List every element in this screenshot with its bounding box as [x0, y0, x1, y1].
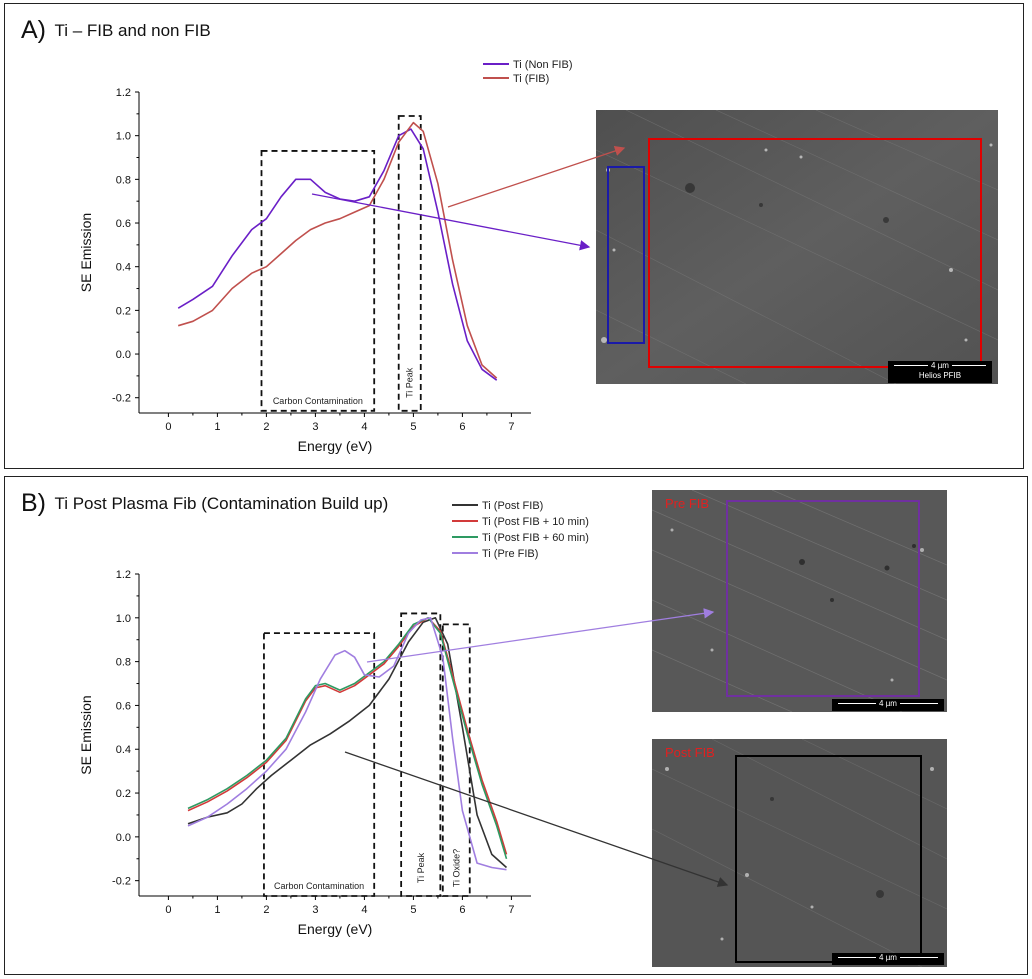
panel-a-title-text: Ti – FIB and non FIB: [54, 21, 211, 40]
sem-image-post-fib: Post FIB 4 µm: [652, 739, 947, 967]
x-tick-label: 6: [459, 421, 465, 433]
legend-entry: Ti (Non FIB): [513, 59, 573, 71]
y-tick-label: -0.2: [112, 876, 131, 888]
y-tick-label: 0.0: [116, 832, 131, 844]
pre-fib-label: Pre FIB: [665, 496, 710, 511]
x-tick-label: 7: [508, 421, 514, 433]
x-tick-label: 2: [263, 421, 269, 433]
annotation-label: Ti Oxide?: [451, 849, 461, 887]
panel-b-title: B) Ti Post Plasma Fib (Contamination Bui…: [21, 489, 388, 518]
panel-b: B) Ti Post Plasma Fib (Contamination Bui…: [4, 476, 1028, 975]
y-tick-label: 1.2: [116, 87, 131, 99]
y-tick-label: 0.2: [116, 788, 131, 800]
y-tick-label: -0.2: [112, 393, 131, 405]
sem-texture-post: [652, 739, 947, 967]
x-axis-label: Energy (eV): [298, 921, 373, 937]
annotation-box: [397, 115, 422, 412]
y-axis-label: SE Emission: [78, 695, 94, 774]
chart-a: 0 1 2 3 4 5 6 7 -0.2 0.0 0.2 0.4 0.6 0.8 1.0 1.2 Energy …: [78, 59, 626, 454]
y-tick-label: 0.8: [116, 657, 131, 669]
panel-a-title: A) Ti – FIB and non FIB: [21, 16, 211, 45]
post-fib-label: Post FIB: [665, 745, 715, 760]
x-tick-label: 3: [312, 421, 318, 433]
legend-entry: Ti (Pre FIB): [482, 548, 538, 560]
callout-arrow: [311, 193, 591, 251]
sem-texture-pre: [652, 490, 947, 712]
x-axis-label: Energy (eV): [298, 438, 373, 454]
fib-region-frame: [648, 138, 982, 368]
x-tick-label: 5: [410, 904, 416, 916]
x-tick-label: 3: [312, 904, 318, 916]
scale-bar-a-label: 4 µm: [928, 361, 952, 370]
pre-fib-region-frame: [726, 500, 920, 697]
y-tick-label: 1.0: [116, 613, 131, 625]
x-tick-label: 0: [165, 421, 171, 433]
y-tick-label: 0.8: [116, 174, 131, 186]
legend-entry: Ti (FIB): [513, 73, 549, 85]
legend-entry: Ti (Post FIB): [482, 500, 543, 512]
scale-bar-pre-label: 4 µm: [876, 699, 900, 708]
x-tick-label: 1: [214, 421, 220, 433]
x-tick-label: 2: [263, 904, 269, 916]
scale-bar-pre: 4 µm: [832, 699, 944, 711]
annotation-label: Ti Peak: [405, 367, 415, 398]
callout-arrow: [447, 145, 626, 208]
series-line: [187, 617, 507, 871]
x-tick-label: 4: [361, 904, 367, 916]
panel-a-letter: A): [21, 16, 46, 44]
chart-b: 0 1 2 3 4 5 6 7 -0.2 0.0 0.2 0.4 0.6 0.8 1.0 1.2 Energy …: [78, 500, 729, 937]
sem-texture-a: [596, 110, 998, 384]
annotation-label: Ti Peak: [416, 852, 426, 883]
sem-image-a: 4 µm Helios PFIB: [596, 110, 998, 384]
annotation-label: Carbon Contamination: [273, 396, 363, 406]
y-tick-label: 1.0: [116, 131, 131, 143]
panel-b-title-text: Ti Post Plasma Fib (Contamination Build …: [54, 494, 389, 513]
callout-arrow: [366, 608, 715, 663]
post-fib-region-frame: [735, 755, 922, 963]
instrument-label: Helios PFIB: [918, 371, 962, 380]
y-tick-label: 0.2: [116, 305, 131, 317]
x-tick-label: 7: [508, 904, 514, 916]
scale-bar-a: 4 µm Helios PFIB: [888, 361, 992, 383]
sem-image-pre-fib: Pre FIB 4 µm: [652, 490, 947, 712]
annotation-box: [400, 612, 442, 897]
series-line: [177, 121, 498, 379]
y-tick-label: 0.4: [116, 262, 131, 274]
legend-entry: Ti (Post FIB + 10 min): [482, 516, 589, 528]
annotation-box: [260, 150, 376, 412]
x-tick-label: 0: [165, 904, 171, 916]
y-tick-label: 0.6: [116, 218, 131, 230]
x-tick-label: 1: [214, 904, 220, 916]
legend-entry: Ti (Post FIB + 60 min): [482, 532, 589, 544]
y-tick-label: 0.6: [116, 700, 131, 712]
series-line: [187, 617, 508, 855]
scale-bar-post-label: 4 µm: [876, 953, 900, 962]
x-tick-label: 5: [410, 421, 416, 433]
series-line: [187, 617, 508, 869]
x-tick-label: 4: [361, 421, 367, 433]
y-axis-label: SE Emission: [78, 213, 94, 292]
non-fib-region-frame: [607, 166, 645, 344]
y-tick-label: 1.2: [116, 569, 131, 581]
panel-b-letter: B): [21, 489, 46, 517]
series-line: [187, 617, 508, 860]
y-tick-label: 0.4: [116, 744, 131, 756]
scale-bar-post: 4 µm: [832, 953, 944, 965]
series-line: [177, 128, 498, 381]
x-tick-label: 6: [459, 904, 465, 916]
panel-a: A) Ti – FIB and non FIB: [4, 3, 1024, 469]
annotation-box: [263, 632, 376, 897]
annotation-box: [441, 623, 471, 897]
callout-arrow: [344, 751, 729, 887]
y-tick-label: 0.0: [116, 349, 131, 361]
annotation-label: Carbon Contamination: [274, 881, 364, 891]
